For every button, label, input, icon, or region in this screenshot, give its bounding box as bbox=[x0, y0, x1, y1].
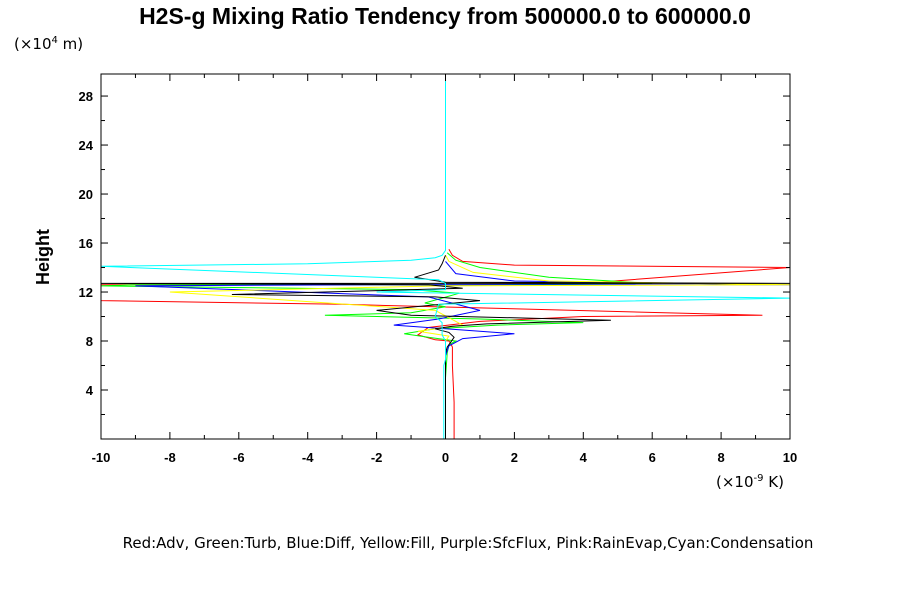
x-tick-label: -6 bbox=[233, 450, 245, 465]
y-tick-label: 12 bbox=[79, 285, 93, 300]
x-tick-label: -4 bbox=[302, 450, 314, 465]
x-tick-label: -8 bbox=[164, 450, 176, 465]
series-line-1 bbox=[100, 248, 791, 439]
x-tick-label: 10 bbox=[783, 450, 797, 465]
x-unit-suffix: K) bbox=[764, 473, 784, 491]
x-tick-label: 0 bbox=[442, 450, 449, 465]
axis-ticks bbox=[100, 74, 791, 439]
y-tick-label: 24 bbox=[79, 138, 94, 153]
x-tick-label: -10 bbox=[92, 450, 111, 465]
y-unit-suffix: m) bbox=[58, 35, 83, 53]
y-unit-prefix: (×10 bbox=[14, 35, 52, 53]
y-unit-exponent: 4 bbox=[52, 35, 58, 46]
series-line-2 bbox=[100, 252, 653, 439]
chart-title: H2S-g Mixing Ratio Tendency from 500000.… bbox=[139, 3, 751, 29]
y-tick-label: 8 bbox=[86, 334, 93, 349]
x-tick-label: 2 bbox=[511, 450, 518, 465]
legend-text: Red:Adv, Green:Turb, Blue:Diff, Yellow:F… bbox=[123, 534, 814, 552]
y-axis-label: Height bbox=[33, 229, 53, 285]
x-tick-label: 4 bbox=[580, 450, 588, 465]
y-tick-label: 28 bbox=[79, 89, 93, 104]
series-line-6 bbox=[100, 74, 791, 439]
plot-lines bbox=[100, 74, 791, 439]
x-tick-label: -2 bbox=[371, 450, 383, 465]
y-tick-label: 20 bbox=[79, 187, 93, 202]
x-unit-prefix: (×10 bbox=[716, 473, 754, 491]
x-unit-label: (×10-9 K) bbox=[716, 473, 784, 491]
x-tick-label: 8 bbox=[717, 450, 724, 465]
y-tick-label: 16 bbox=[79, 236, 93, 251]
y-tick-label: 4 bbox=[86, 383, 94, 398]
series-line-4 bbox=[169, 255, 791, 439]
series-line-5 bbox=[100, 255, 791, 439]
y-unit-label: (×104 m) bbox=[14, 35, 83, 53]
x-unit-exponent: -9 bbox=[754, 473, 764, 484]
x-tick-label: 6 bbox=[649, 450, 656, 465]
plot-frame bbox=[100, 73, 791, 440]
